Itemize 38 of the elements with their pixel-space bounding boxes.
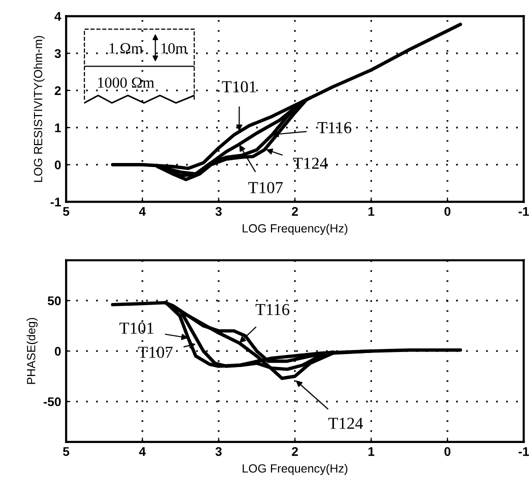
y-tick-label: 0 [54, 160, 61, 170]
x-tick-label: 1 [368, 447, 374, 456]
x-tick-label: 3 [215, 447, 222, 456]
x-tick-label: 4 [139, 207, 146, 216]
y-tick-label: -1 [50, 198, 61, 206]
x-tick-label: 5 [63, 207, 70, 216]
y-tick-label: 50 [48, 296, 61, 306]
x-tick-label: 0 [444, 206, 450, 216]
x-axis-title: LOG Frequency(Hz) [242, 464, 348, 475]
x-tick-label: -1 [518, 207, 529, 216]
x-tick-label: 4 [139, 447, 146, 456]
x-tick-label: 5 [63, 447, 70, 456]
annotation: 1000 Ωm [98, 77, 154, 88]
x-axis-title: LOG Frequency(Hz) [242, 224, 348, 235]
y-tick-label: 2 [54, 86, 61, 95]
annotation: T101 [222, 81, 256, 92]
annotation: T116 [256, 304, 290, 316]
x-tick-label: 2 [292, 206, 298, 216]
annotation: T124 [293, 158, 328, 169]
annotation: T107 [138, 346, 173, 358]
x-tick-label: -1 [518, 447, 529, 456]
annotation: T101 [119, 322, 154, 334]
y-tick-label: 0 [54, 346, 61, 356]
y-tick-label: 1 [55, 123, 61, 132]
annotation: 10m [161, 43, 187, 54]
annotation: 1 Ωm [110, 43, 143, 54]
x-tick-label: 0 [444, 447, 450, 456]
y-axis-title: PHASE(deg) [26, 318, 38, 384]
x-tick-label: 2 [292, 447, 298, 456]
x-tick-label: 3 [215, 206, 222, 216]
annotation: T116 [318, 122, 352, 134]
y-axis-title: LOG RESISTIVITY(Ohm-m) [34, 36, 45, 182]
annotation: T107 [248, 182, 283, 194]
y-tick-label: -50 [44, 397, 61, 406]
y-tick-label: 4 [54, 12, 62, 21]
annotation: T124 [328, 418, 364, 429]
x-tick-label: 1 [368, 207, 374, 216]
y-tick-label: 3 [54, 49, 61, 58]
